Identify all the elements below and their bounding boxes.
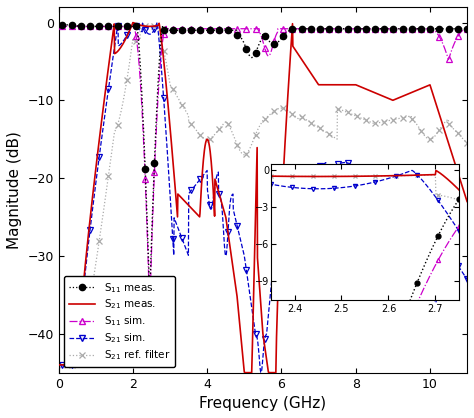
Legend: S$_{11}$ meas., S$_{21}$ meas., S$_{11}$ sim., S$_{21}$ sim., S$_{21}$ ref. filt: S$_{11}$ meas., S$_{21}$ meas., S$_{11}$…	[64, 275, 175, 367]
X-axis label: Frequency (GHz): Frequency (GHz)	[200, 396, 327, 411]
Y-axis label: Magnitude (dB): Magnitude (dB)	[7, 131, 22, 249]
